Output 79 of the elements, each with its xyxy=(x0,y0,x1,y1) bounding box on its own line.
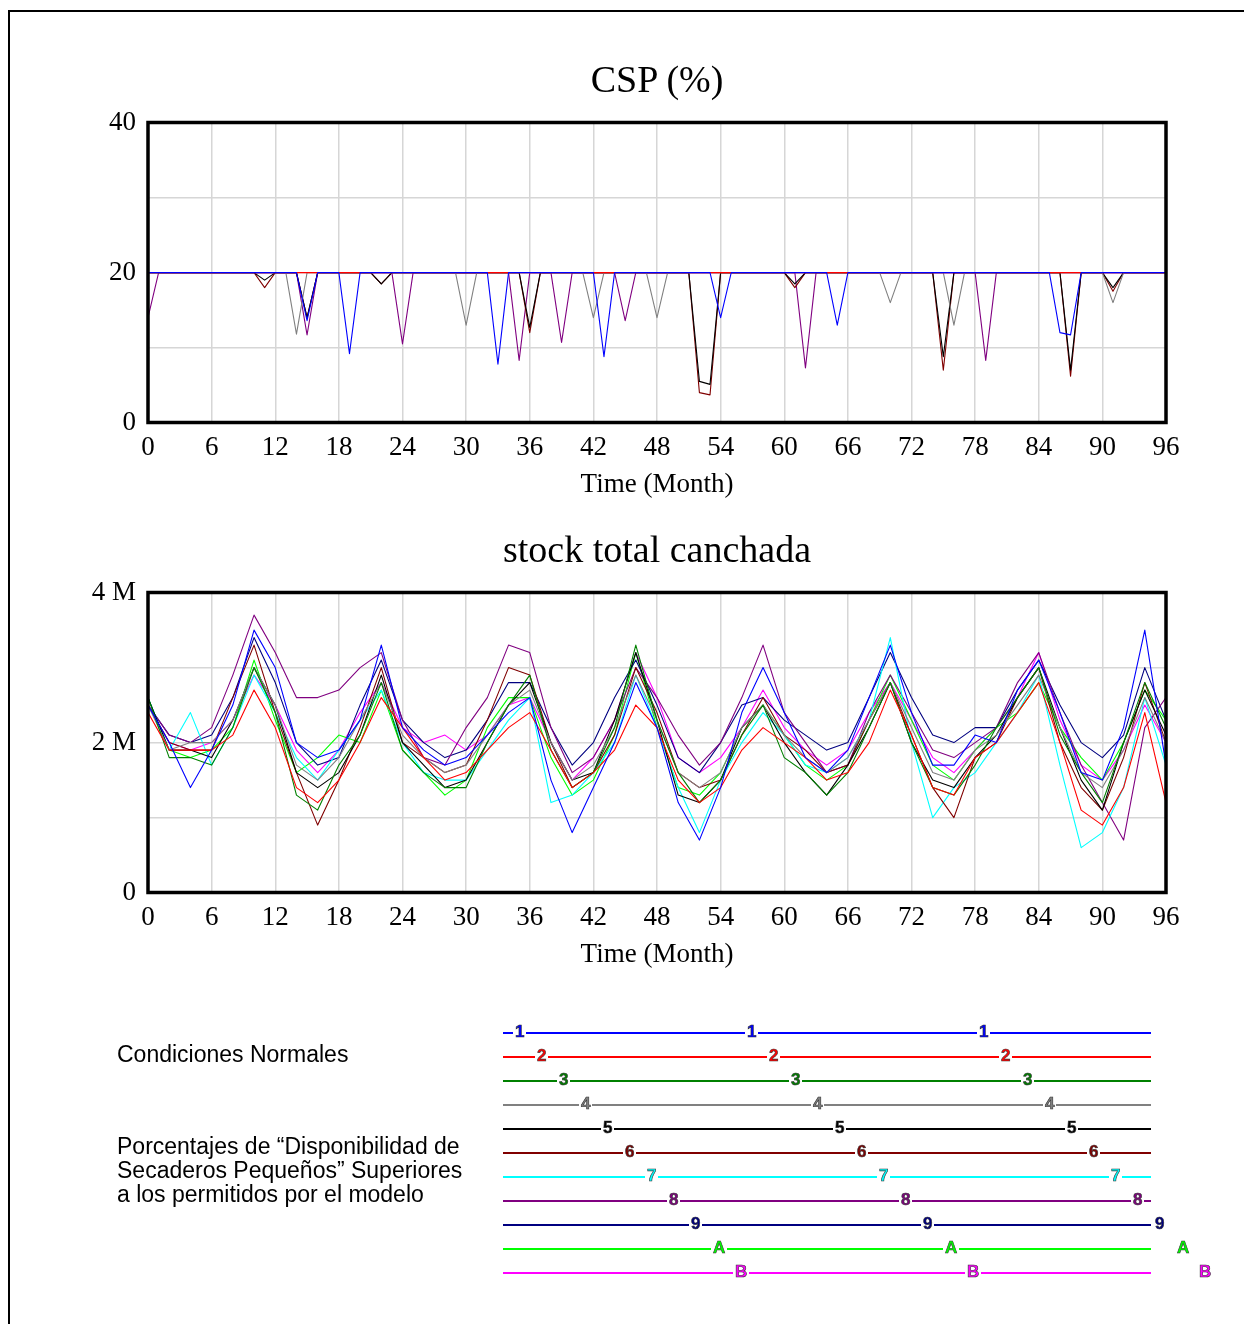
x-tick-label: 42 xyxy=(579,431,607,462)
x-tick-label: 72 xyxy=(898,431,925,462)
y-tick-label: 20 xyxy=(109,255,136,286)
x-tick-label: 24 xyxy=(389,431,417,462)
text: 3 xyxy=(1023,1070,1033,1089)
x-tick-label: 0 xyxy=(141,901,155,932)
x-tick-label: 24 xyxy=(389,901,417,932)
text: B xyxy=(735,1262,748,1281)
text: 9 xyxy=(923,1214,933,1233)
text: 8 xyxy=(901,1190,911,1209)
x-tick-label: 54 xyxy=(707,901,735,932)
y-tick-label: 2 M xyxy=(91,725,136,756)
x-tick-label: 30 xyxy=(452,901,480,932)
text: 2 xyxy=(769,1046,779,1065)
x-tick-label: 66 xyxy=(834,431,862,462)
text: 6 xyxy=(857,1142,867,1161)
text: 2 xyxy=(999,1046,1013,1065)
text: 6 xyxy=(625,1142,635,1161)
x-tick-label: 48 xyxy=(643,901,671,932)
text: A xyxy=(711,1238,728,1257)
text: A xyxy=(945,1238,958,1257)
chart-title: stock total canchada xyxy=(502,527,812,570)
x-tick-label: 12 xyxy=(261,901,289,932)
text: 3 xyxy=(789,1070,803,1089)
text: Condiciones Normales xyxy=(117,1041,350,1067)
text: 1 xyxy=(979,1022,989,1041)
x-tick-label: 42 xyxy=(579,901,607,932)
y-tick-label: 0 xyxy=(122,875,136,906)
x-tick-label: 18 xyxy=(325,901,353,932)
text: 9 xyxy=(1155,1214,1165,1233)
x-tick-label: 84 xyxy=(1025,431,1053,462)
x-tick-label: 90 xyxy=(1088,901,1116,932)
text: 6 xyxy=(1087,1142,1101,1161)
x-tick-label: 12 xyxy=(261,431,289,462)
text: A xyxy=(1177,1238,1190,1257)
y-tick-label: 0 xyxy=(122,405,136,436)
x-tick-label: 72 xyxy=(898,901,925,932)
x-tick-label: 48 xyxy=(643,431,671,462)
text: 7 xyxy=(1109,1166,1123,1185)
x-tick-label: 0 xyxy=(141,431,155,462)
text: 5 xyxy=(835,1118,845,1137)
text: B xyxy=(965,1262,982,1281)
x-tick-label: 84 xyxy=(1025,901,1053,932)
x-tick-label: 6 xyxy=(204,901,219,932)
x-axis-title: Time (Month) xyxy=(580,467,734,498)
text: Porcentajes de “Disponibilidad de Secaderos Pequeños” Superiores a los permitidos por el modelo xyxy=(117,1133,464,1207)
text: 5 xyxy=(603,1118,613,1137)
text: 1 xyxy=(515,1022,525,1041)
x-tick-label: 18 xyxy=(325,431,353,462)
x-tick-label: 66 xyxy=(834,901,862,932)
y-tick-label: 4 M xyxy=(91,575,136,606)
text: 3 xyxy=(559,1070,569,1089)
text: 7 xyxy=(647,1166,657,1185)
text: 9 xyxy=(689,1214,703,1233)
x-tick-label: 78 xyxy=(961,431,989,462)
x-tick-label: 30 xyxy=(452,431,480,462)
y-tick-label: 40 xyxy=(109,105,136,136)
text: 2 xyxy=(537,1046,547,1065)
text: 7 xyxy=(879,1166,889,1185)
x-tick-label: 36 xyxy=(516,431,544,462)
x-tick-label: 54 xyxy=(707,431,735,462)
x-tick-label: 90 xyxy=(1088,431,1116,462)
text: 5 xyxy=(1065,1118,1079,1137)
x-tick-label: 78 xyxy=(961,901,989,932)
x-tick-label: 96 xyxy=(1152,431,1180,462)
x-tick-label: 60 xyxy=(770,901,798,932)
text: 4 xyxy=(581,1094,591,1113)
chart-title: CSP (%) xyxy=(590,57,724,101)
text: B xyxy=(1199,1262,1212,1281)
text: 8 xyxy=(669,1190,679,1209)
text: 8 xyxy=(1131,1190,1145,1209)
x-tick-label: 60 xyxy=(770,431,798,462)
x-tick-label: 6 xyxy=(204,431,219,462)
x-tick-label: 96 xyxy=(1152,901,1180,932)
text: 1 xyxy=(745,1022,759,1041)
text: 4 xyxy=(813,1094,823,1113)
x-tick-label: 36 xyxy=(516,901,544,932)
text: 4 xyxy=(1043,1094,1057,1113)
x-axis-title: Time (Month) xyxy=(580,937,734,968)
